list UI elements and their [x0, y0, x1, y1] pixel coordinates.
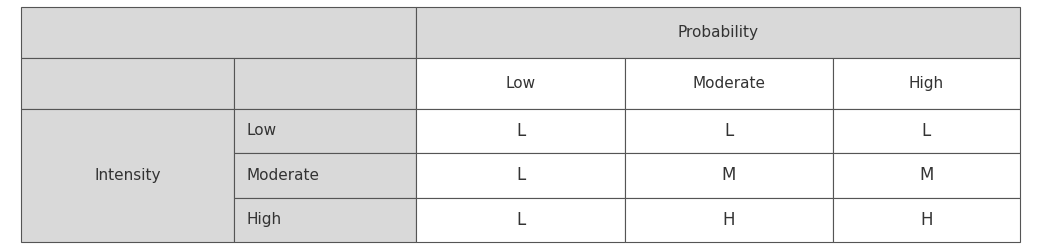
- Text: L: L: [922, 122, 931, 140]
- Text: L: L: [516, 211, 525, 229]
- FancyBboxPatch shape: [416, 198, 625, 242]
- FancyBboxPatch shape: [416, 7, 1020, 58]
- FancyBboxPatch shape: [625, 109, 833, 153]
- FancyBboxPatch shape: [416, 109, 625, 153]
- FancyBboxPatch shape: [833, 109, 1020, 153]
- Text: Low: Low: [506, 76, 535, 91]
- FancyBboxPatch shape: [234, 109, 416, 153]
- FancyBboxPatch shape: [416, 153, 625, 198]
- Text: High: High: [247, 212, 282, 227]
- Text: M: M: [721, 166, 736, 184]
- Text: H: H: [920, 211, 933, 229]
- FancyBboxPatch shape: [833, 153, 1020, 198]
- Text: Intensity: Intensity: [95, 168, 160, 183]
- FancyBboxPatch shape: [625, 198, 833, 242]
- FancyBboxPatch shape: [21, 109, 234, 242]
- FancyBboxPatch shape: [625, 153, 833, 198]
- FancyBboxPatch shape: [234, 153, 416, 198]
- FancyBboxPatch shape: [21, 7, 416, 58]
- FancyBboxPatch shape: [21, 58, 234, 109]
- Text: High: High: [909, 76, 944, 91]
- FancyBboxPatch shape: [234, 58, 416, 109]
- Text: H: H: [722, 211, 735, 229]
- FancyBboxPatch shape: [833, 58, 1020, 109]
- FancyBboxPatch shape: [234, 198, 416, 242]
- FancyBboxPatch shape: [416, 58, 625, 109]
- Text: Low: Low: [247, 124, 277, 138]
- Text: M: M: [919, 166, 934, 184]
- Text: L: L: [516, 122, 525, 140]
- FancyBboxPatch shape: [625, 58, 833, 109]
- Text: Moderate: Moderate: [247, 168, 320, 183]
- Text: Moderate: Moderate: [692, 76, 765, 91]
- Text: L: L: [516, 166, 525, 184]
- Text: L: L: [725, 122, 733, 140]
- Text: Probability: Probability: [678, 25, 759, 40]
- FancyBboxPatch shape: [833, 198, 1020, 242]
